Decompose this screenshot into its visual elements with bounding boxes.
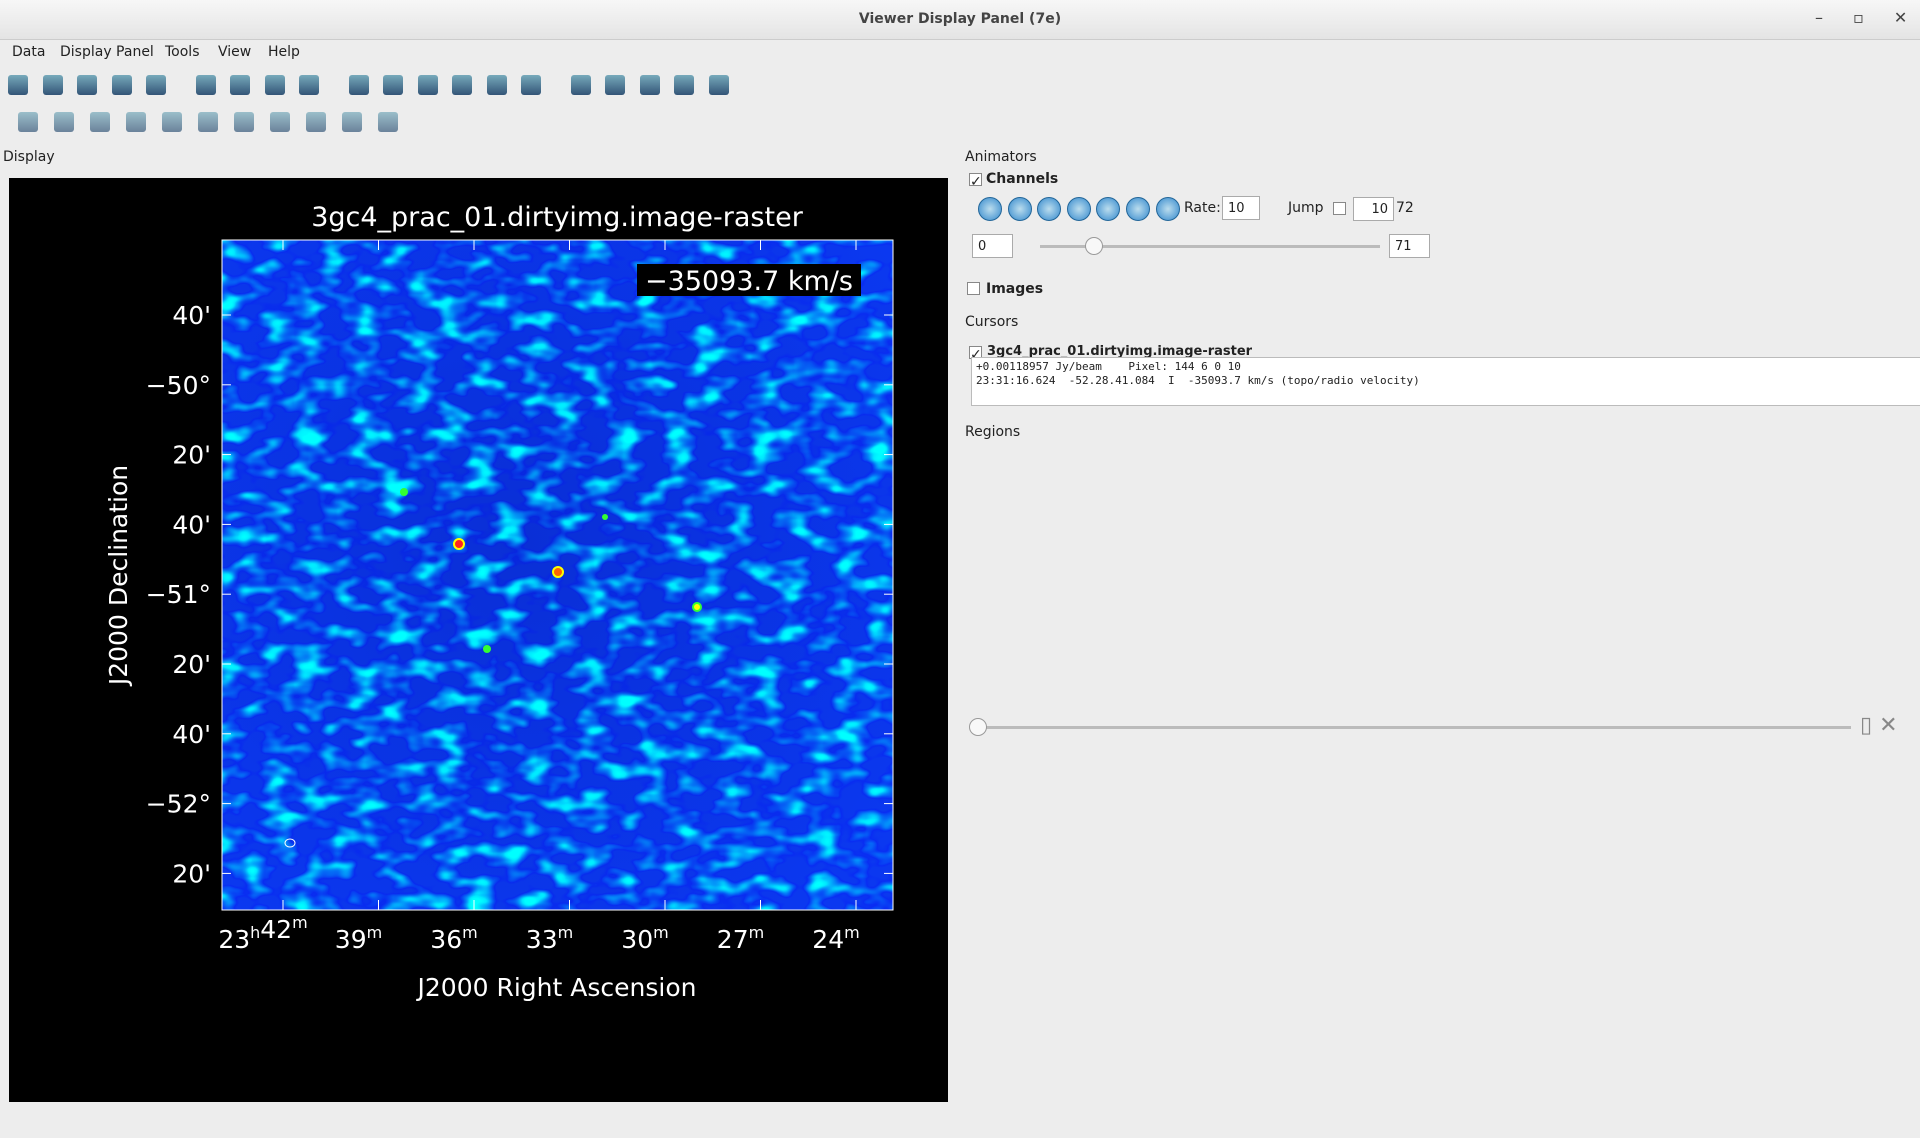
jump-label: Jump — [1288, 200, 1324, 216]
toolbar-icon[interactable] — [521, 75, 541, 95]
y-tick-label: 40' — [172, 301, 211, 330]
animator-button[interactable] — [1126, 197, 1150, 221]
toolbar-icon[interactable] — [383, 75, 403, 95]
x-axis-label: J2000 Right Ascension — [416, 973, 697, 1002]
toolbar-icon[interactable] — [146, 75, 166, 95]
toolbar-icon[interactable] — [264, 75, 285, 95]
toolbar-icon[interactable] — [486, 75, 507, 95]
regions-slider[interactable] — [976, 726, 1851, 729]
x-tick-label: 36m — [430, 923, 477, 954]
menu-item[interactable]: Tools — [165, 44, 200, 60]
images-label: Images — [986, 281, 1044, 297]
window-controls[interactable]: –▫✕ — [1815, 8, 1907, 27]
slider-min[interactable]: 0 — [972, 234, 1013, 258]
regions-handle[interactable] — [969, 718, 987, 736]
y-tick-label: −51° — [146, 580, 211, 609]
jump-checkbox[interactable] — [1333, 202, 1346, 215]
toolbar-icon[interactable] — [42, 75, 63, 95]
toolbar-icon[interactable] — [605, 75, 625, 95]
slider-max[interactable]: 71 — [1389, 234, 1430, 258]
window-title: Viewer Display Panel (7e) — [858, 11, 1062, 27]
y-axis-label: J2000 Declination — [104, 465, 133, 687]
x-tick-label: 30m — [621, 923, 668, 954]
tool-icon[interactable] — [234, 112, 254, 132]
display-canvas: 3gc4_prac_01.dirtyimg.image-raster −3509… — [9, 178, 948, 1102]
toolbar-icon[interactable] — [299, 75, 319, 95]
animator-button[interactable] — [1037, 197, 1062, 221]
toolbar-icon[interactable] — [452, 75, 472, 95]
regions-label: Regions — [965, 424, 1021, 440]
tool-icon[interactable] — [270, 112, 290, 132]
cursor-line: +0.00118957 Jy/beam Pixel: 144 6 0 10 — [976, 360, 1241, 373]
channel-slider[interactable] — [1040, 245, 1380, 248]
rate-input[interactable]: 10 — [1222, 196, 1260, 220]
toolbar-icon[interactable] — [195, 75, 216, 95]
toolbar-icon[interactable] — [111, 75, 132, 95]
menu-item[interactable]: Help — [268, 44, 300, 60]
channels-checkbox[interactable]: ✓ — [969, 173, 982, 190]
sources — [284, 488, 702, 848]
total-channels: 72 — [1396, 200, 1414, 216]
toolbar-icon[interactable] — [77, 75, 97, 95]
tool-icon[interactable] — [54, 112, 74, 132]
toolbar-icon[interactable] — [348, 75, 369, 95]
channels-label: Channels — [986, 171, 1059, 187]
toolbar-icon[interactable] — [417, 75, 438, 95]
animator-button[interactable] — [1066, 197, 1091, 221]
menu-item[interactable]: View — [218, 44, 252, 60]
menu-item[interactable]: Display Panel — [60, 44, 154, 60]
y-tick-label: 20' — [172, 650, 211, 679]
slider-handle[interactable] — [1085, 237, 1103, 255]
tool-icon[interactable] — [306, 112, 326, 132]
toolbar-icon[interactable] — [570, 75, 591, 95]
images-checkbox[interactable] — [967, 282, 980, 295]
x-tick-label: 23h42m — [218, 913, 307, 954]
y-tick-label: 40' — [172, 510, 211, 539]
velocity-box — [637, 264, 861, 296]
y-tick-label: 40' — [172, 720, 211, 749]
tool-icon[interactable] — [18, 112, 38, 132]
animator-button[interactable] — [978, 197, 1002, 221]
jump-input[interactable]: 10 — [1353, 197, 1394, 221]
x-tick-label: 24m — [812, 923, 859, 954]
animator-button[interactable] — [1155, 197, 1180, 221]
tool-icon[interactable] — [342, 112, 362, 132]
y-tick-label: −52° — [146, 790, 211, 819]
plot-frame — [221, 239, 894, 911]
toolbar-icon[interactable] — [708, 75, 729, 95]
display-label: Display — [3, 149, 55, 165]
title-bar — [0, 0, 1920, 40]
menu-item[interactable]: Data — [12, 44, 46, 60]
tool-icon[interactable] — [378, 112, 398, 132]
toolbar-icon[interactable] — [230, 75, 250, 95]
plot-title: 3gc4_prac_01.dirtyimg.image-raster — [311, 202, 803, 233]
toolbar-icon[interactable] — [8, 75, 28, 95]
y-tick-label: 20' — [172, 859, 211, 888]
toolbar-icon[interactable] — [674, 75, 694, 95]
delete-icons[interactable]: ▯ ✕ — [1860, 713, 1898, 738]
cursors-label: Cursors — [965, 314, 1019, 330]
velocity-label: −35093.7 km/s — [645, 266, 853, 297]
cursor-name: 3gc4_prac_01.dirtyimg.image-raster — [987, 344, 1253, 359]
y-tick-label: 20' — [172, 441, 211, 470]
tool-icon[interactable] — [126, 112, 146, 132]
toolbar-icon[interactable] — [639, 75, 660, 95]
cursor-box — [971, 357, 1920, 406]
x-tick-label: 39m — [335, 923, 382, 954]
cursor-line: 23:31:16.624 -52.28.41.084 I -35093.7 km… — [976, 374, 1420, 387]
animator-button[interactable] — [1007, 197, 1032, 221]
tool-icon[interactable] — [90, 112, 110, 132]
y-tick-label: −50° — [146, 371, 211, 400]
animators-label: Animators — [965, 149, 1037, 165]
animator-button[interactable] — [1096, 197, 1121, 221]
x-tick-label: 27m — [717, 923, 764, 954]
rate-label: Rate: — [1184, 200, 1221, 216]
x-tick-label: 33m — [526, 923, 573, 954]
tool-icon[interactable] — [162, 112, 182, 132]
tool-icon[interactable] — [198, 112, 218, 132]
